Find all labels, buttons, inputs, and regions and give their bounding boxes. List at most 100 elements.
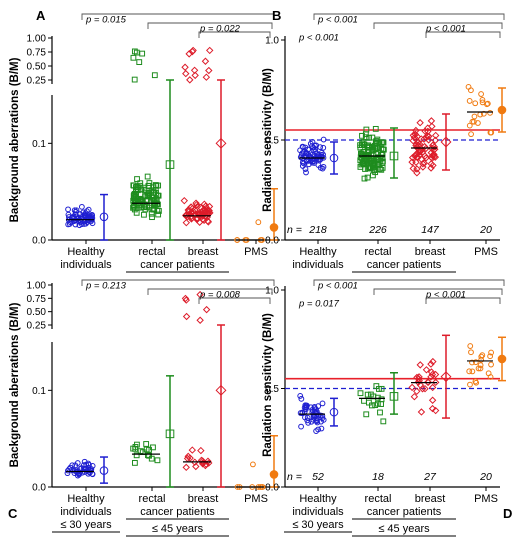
data-point bbox=[427, 153, 435, 162]
data-point bbox=[471, 113, 478, 120]
data-point bbox=[408, 383, 416, 392]
mean-marker bbox=[329, 407, 339, 417]
data-point bbox=[89, 220, 96, 227]
comparison-bracket bbox=[147, 22, 273, 29]
data-point bbox=[428, 122, 436, 131]
data-point bbox=[205, 66, 213, 75]
data-point bbox=[319, 165, 326, 172]
p-value-label: p < 0.001 bbox=[317, 281, 358, 292]
data-point bbox=[423, 132, 432, 140]
p-value-label: p = 0.022 bbox=[199, 24, 241, 35]
data-point bbox=[365, 149, 372, 156]
data-point bbox=[320, 136, 327, 143]
data-point bbox=[428, 383, 437, 392]
data-point bbox=[155, 192, 162, 199]
data-point bbox=[130, 54, 137, 61]
data-point bbox=[416, 361, 424, 369]
data-point bbox=[195, 212, 203, 220]
group-label: cancer patients bbox=[367, 506, 442, 518]
data-point bbox=[318, 149, 325, 156]
data-point bbox=[357, 142, 363, 149]
data-point bbox=[308, 404, 314, 411]
data-point bbox=[361, 156, 368, 163]
data-point bbox=[312, 146, 318, 153]
y-tick-label: 0.25 bbox=[27, 321, 47, 332]
data-point bbox=[416, 119, 424, 127]
data-point bbox=[427, 360, 435, 368]
y-tick-label: 0.25 bbox=[27, 76, 47, 87]
data-point bbox=[309, 151, 316, 158]
mean-marker bbox=[497, 105, 507, 115]
data-point bbox=[468, 87, 474, 94]
comparison-bracket bbox=[373, 288, 503, 295]
data-point bbox=[488, 349, 495, 356]
y-axis-label: Radiation sensitivity (B/M) bbox=[262, 313, 274, 457]
mean-marker bbox=[99, 212, 109, 222]
data-point bbox=[367, 164, 374, 171]
data-point bbox=[205, 202, 214, 211]
panel-letter-d: D bbox=[503, 506, 512, 521]
data-point bbox=[155, 211, 162, 218]
group-label: individuals bbox=[292, 259, 344, 271]
data-point bbox=[379, 154, 386, 161]
data-point bbox=[299, 155, 306, 162]
data-point bbox=[427, 164, 435, 172]
data-point bbox=[380, 418, 387, 425]
data-point bbox=[202, 305, 211, 314]
data-point bbox=[151, 201, 157, 208]
data-point bbox=[303, 158, 310, 165]
data-point bbox=[149, 214, 155, 221]
data-point bbox=[377, 409, 383, 416]
data-point bbox=[182, 69, 190, 78]
data-point bbox=[421, 152, 429, 160]
n-value: 52 bbox=[312, 471, 324, 483]
mean-marker bbox=[99, 466, 109, 475]
data-point bbox=[144, 173, 151, 180]
data-point bbox=[478, 353, 485, 360]
y-tick-label: 0.50 bbox=[27, 307, 47, 318]
data-point bbox=[204, 457, 212, 465]
data-point bbox=[196, 316, 204, 324]
data-point bbox=[131, 48, 138, 55]
data-point bbox=[428, 396, 437, 404]
data-point bbox=[198, 457, 207, 465]
data-point bbox=[145, 452, 151, 459]
data-point bbox=[85, 206, 92, 213]
data-point bbox=[201, 57, 210, 65]
data-point bbox=[367, 165, 374, 172]
mean-marker bbox=[389, 151, 399, 161]
data-point bbox=[195, 218, 204, 226]
group-label: rectal bbox=[365, 493, 392, 505]
y-tick-label: 0.1 bbox=[32, 139, 46, 150]
data-point bbox=[182, 312, 191, 321]
data-point bbox=[366, 134, 373, 141]
data-point bbox=[151, 72, 158, 79]
data-point bbox=[302, 414, 308, 421]
data-point bbox=[431, 370, 440, 379]
data-point bbox=[361, 175, 368, 182]
data-point bbox=[131, 201, 138, 208]
data-point bbox=[182, 218, 191, 227]
data-point bbox=[200, 205, 209, 213]
data-point bbox=[139, 50, 146, 57]
group-label: cancer patients bbox=[367, 259, 442, 271]
data-point bbox=[319, 400, 326, 407]
comparison-bracket bbox=[373, 22, 503, 29]
data-point bbox=[153, 182, 160, 189]
data-point bbox=[311, 160, 318, 166]
data-point bbox=[431, 378, 440, 387]
data-point bbox=[146, 190, 153, 197]
data-point bbox=[133, 209, 140, 216]
data-point bbox=[467, 343, 474, 349]
data-point bbox=[132, 460, 138, 466]
data-point bbox=[189, 46, 197, 55]
data-point bbox=[315, 403, 322, 410]
group-label: ≤ 45 years bbox=[152, 523, 204, 535]
group-label: individuals bbox=[60, 259, 112, 271]
data-point bbox=[410, 393, 419, 401]
y-tick-label: 0.50 bbox=[27, 62, 47, 73]
data-point bbox=[302, 406, 309, 413]
group-label: breast bbox=[415, 493, 446, 505]
data-point bbox=[378, 401, 384, 407]
group-label: individuals bbox=[60, 506, 112, 518]
